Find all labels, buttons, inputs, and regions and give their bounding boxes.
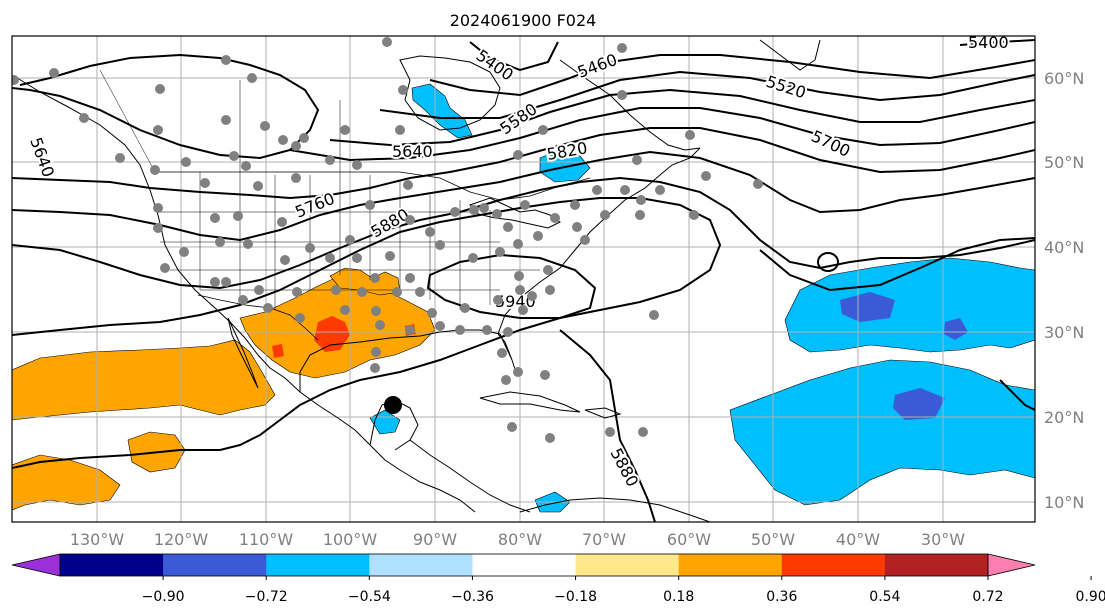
colorbar-ticks: −0.90 −0.72 −0.54 −0.36 −0.18 0.18 0.36 0.54 0.7… bbox=[142, 576, 1105, 605]
colorbar-tick-label: −0.72 bbox=[245, 589, 288, 605]
height-contours bbox=[12, 39, 1035, 522]
map-panel: 5400 5460 5400 5520 5580 5640 5640 5700 … bbox=[11, 33, 1036, 523]
contour-5820 bbox=[12, 176, 1035, 290]
graticule bbox=[12, 36, 1035, 522]
central-america bbox=[409, 439, 531, 513]
negative-anomaly-atlantic-north bbox=[784, 257, 1035, 353]
colorbar-tick-label: 0.18 bbox=[663, 589, 694, 605]
map-title: 2024061900 F024 bbox=[450, 11, 597, 30]
colorbar-segment bbox=[781, 554, 886, 576]
hispaniola bbox=[584, 407, 622, 419]
longitude-label: 110°W bbox=[239, 530, 294, 549]
longitude-label: 70°W bbox=[582, 530, 626, 549]
negative-anomaly-yucatan bbox=[369, 409, 401, 435]
contour-5760 bbox=[12, 150, 1035, 242]
south-america-north-coast bbox=[519, 497, 711, 522]
latitude-labels: 60°N 50°N 40°N 30°N 20°N 10°N bbox=[1044, 69, 1084, 512]
contour-5460 bbox=[429, 54, 1035, 97]
colorbar-segment bbox=[472, 554, 577, 576]
latitude-label: 30°N bbox=[1044, 323, 1084, 342]
colorbar-outline bbox=[59, 553, 989, 577]
colorbar-tick-label: 0.72 bbox=[972, 589, 1003, 605]
contour-5640-north bbox=[289, 107, 1035, 162]
canada-us-border bbox=[155, 171, 591, 201]
colorbar-segment bbox=[678, 554, 783, 576]
colorbar-tick-label: −0.18 bbox=[554, 589, 597, 605]
moderate-negative-anomaly-2 bbox=[893, 388, 945, 420]
positive-anomaly-south-pacific bbox=[12, 454, 121, 511]
longitude-label: 120°W bbox=[154, 530, 209, 549]
positive-anomaly-texas-north bbox=[329, 267, 401, 296]
contour-east-ridge bbox=[759, 237, 1035, 292]
contour-5400-east bbox=[959, 39, 1035, 46]
longitude-label: 90°W bbox=[413, 530, 457, 549]
map-frame bbox=[11, 35, 1036, 523]
anomaly-shading bbox=[12, 83, 1035, 513]
hudson-bay bbox=[399, 55, 501, 131]
baja-california bbox=[227, 317, 259, 389]
colorbar-segment bbox=[575, 554, 680, 576]
us-east-coast bbox=[497, 147, 701, 335]
latitude-label: 10°N bbox=[1044, 493, 1084, 512]
latitude-label: 40°N bbox=[1044, 238, 1084, 257]
colorbar-tick-label: 0.36 bbox=[766, 589, 797, 605]
negative-anomaly-atlantic-south bbox=[729, 359, 1035, 506]
moderate-negative-anomaly-1 bbox=[840, 292, 895, 322]
longitude-label: 100°W bbox=[323, 530, 378, 549]
positive-anomaly-pacific bbox=[12, 339, 276, 421]
strong-positive-anomaly-2 bbox=[272, 344, 284, 358]
contour-small-circle bbox=[816, 252, 840, 272]
colorbar-segment bbox=[60, 554, 164, 576]
moderate-negative-anomaly-3 bbox=[944, 318, 968, 340]
longitude-label: 30°W bbox=[921, 530, 965, 549]
colorbar-segment bbox=[369, 554, 473, 576]
labrador-coast bbox=[559, 59, 701, 151]
longitude-label: 130°W bbox=[70, 530, 125, 549]
station-dots bbox=[12, 37, 763, 443]
colorbar-tick-label: 0.90 bbox=[1076, 589, 1105, 605]
contour-5520 bbox=[379, 70, 1035, 119]
contour-label: 5640 bbox=[392, 142, 433, 161]
cuba bbox=[479, 391, 581, 413]
colorbar: −0.90 −0.72 −0.54 −0.36 −0.18 0.18 0.36 0.54 0.7… bbox=[11, 553, 1105, 605]
longitude-label: 40°W bbox=[836, 530, 880, 549]
colorbar-tick-label: −0.54 bbox=[348, 589, 391, 605]
colorbar-tick-label: 0.54 bbox=[869, 589, 900, 605]
yucatan-peninsula bbox=[369, 399, 419, 451]
contour-5880 bbox=[12, 197, 722, 469]
contour-5880-caribbean bbox=[559, 329, 656, 522]
colorbar-max-extension bbox=[987, 553, 1036, 577]
greenland-south bbox=[759, 39, 821, 71]
contour-label: 5400 bbox=[968, 33, 1009, 52]
colorbar-min-extension bbox=[11, 553, 61, 577]
contour-east-low bbox=[999, 379, 1035, 411]
north-america-west-coast bbox=[13, 75, 476, 513]
contour-5700 bbox=[12, 127, 1035, 200]
tropical-cyclone-marker bbox=[384, 396, 402, 414]
longitude-label: 50°W bbox=[751, 530, 795, 549]
colorbar-tick-label: −0.90 bbox=[142, 589, 185, 605]
colorbar-tick-label: −0.36 bbox=[451, 589, 494, 605]
colorbar-segment bbox=[163, 554, 267, 576]
latitude-label: 50°N bbox=[1044, 153, 1084, 172]
contour-5640-west bbox=[12, 53, 320, 160]
colorbar-segment bbox=[884, 554, 989, 576]
colorbar-segments bbox=[60, 554, 989, 576]
negative-anomaly-hudson-bay bbox=[411, 83, 473, 139]
longitude-label: 80°W bbox=[498, 530, 542, 549]
longitude-label: 60°W bbox=[667, 530, 711, 549]
strong-positive-anomaly bbox=[314, 316, 350, 352]
longitude-labels: 130°W 120°W 110°W 100°W 90°W 80°W 70°W 6… bbox=[70, 530, 965, 549]
contour-5400-west bbox=[469, 41, 559, 72]
latitude-label: 60°N bbox=[1044, 69, 1084, 88]
latitude-label: 20°N bbox=[1044, 408, 1084, 427]
colorbar-segment bbox=[266, 554, 370, 576]
contour-5580 bbox=[329, 88, 1035, 147]
